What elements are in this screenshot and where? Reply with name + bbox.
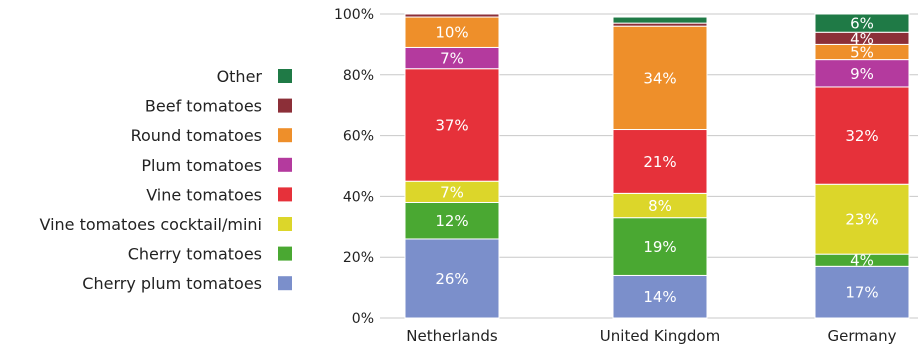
data-label: 9% [850, 65, 874, 83]
data-label: 23% [845, 211, 878, 229]
x-tick-label: Netherlands [406, 327, 498, 345]
legend-swatch [278, 187, 292, 202]
data-label: 26% [435, 270, 468, 288]
legend-swatch [278, 217, 292, 231]
legend: Other Beef tomatoes Round tomatoes Plum tom… [39, 67, 292, 293]
legend-label: Plum tomatoes [141, 156, 262, 175]
data-label: 21% [643, 153, 676, 171]
data-label: 12% [435, 212, 468, 230]
legend-label: Beef tomatoes [145, 97, 262, 116]
bar-segment [612, 217, 708, 276]
data-label: 4% [850, 252, 874, 270]
data-label: 37% [435, 116, 468, 134]
data-label: 10% [435, 24, 468, 42]
bar-segment [612, 16, 708, 24]
data-label: 7% [440, 50, 464, 68]
data-label: 4% [850, 30, 874, 48]
bar-segment [814, 13, 910, 33]
legend-swatch [278, 128, 292, 143]
legend-swatch [278, 157, 292, 172]
data-label: 14% [643, 288, 676, 306]
bar-segment [612, 192, 708, 219]
bar-segment [814, 86, 910, 185]
y-tick-label: 80% [343, 68, 374, 84]
legend-label: Cherry tomatoes [128, 245, 262, 264]
legend-label: Other [217, 67, 263, 86]
legend-swatch [278, 246, 292, 261]
data-label: 7% [440, 183, 464, 201]
y-tick-label: 0% [352, 311, 374, 327]
x-axis-labels: Netherlands United Kingdom Germany [406, 327, 896, 345]
data-label: 5% [850, 44, 874, 62]
y-tick-label: 20% [343, 250, 374, 266]
data-label: 32% [845, 127, 878, 145]
bar-segment [814, 183, 910, 255]
data-label: 34% [643, 69, 676, 87]
y-tick-label: 100% [334, 7, 374, 23]
data-label: 8% [648, 197, 672, 215]
data-label: 19% [643, 238, 676, 256]
bar-segment [404, 13, 500, 18]
legend-swatch [278, 69, 292, 83]
legend-label: Round tomatoes [131, 126, 262, 145]
y-tick-label: 40% [343, 189, 374, 205]
legend-label: Vine tomatoes cocktail/mini [39, 215, 262, 234]
bar-segment [612, 274, 708, 319]
legend-label: Vine tomatoes [146, 185, 262, 204]
bar-segment [612, 129, 708, 194]
data-label: 17% [845, 284, 878, 302]
y-tick-label: 60% [343, 129, 374, 145]
bar-segment [814, 265, 910, 319]
y-axis-ticks: 0% 20% 40% 60% 80% 100% [334, 7, 374, 327]
legend-swatch [278, 276, 292, 291]
bar-segment [814, 59, 910, 88]
x-tick-label: Germany [828, 327, 897, 345]
bar-segment [404, 68, 500, 182]
legend-swatch [278, 98, 292, 113]
bar-segment [404, 238, 500, 319]
bars: 26% 12% 7% 37% 7% 10% 14% 19% 8% 21% 34% 17% 4% 23% 32… [404, 13, 910, 319]
x-tick-label: United Kingdom [600, 327, 720, 345]
legend-label: Cherry plum tomatoes [82, 274, 262, 293]
bar-segment [404, 201, 500, 240]
data-label: 6% [850, 15, 874, 33]
